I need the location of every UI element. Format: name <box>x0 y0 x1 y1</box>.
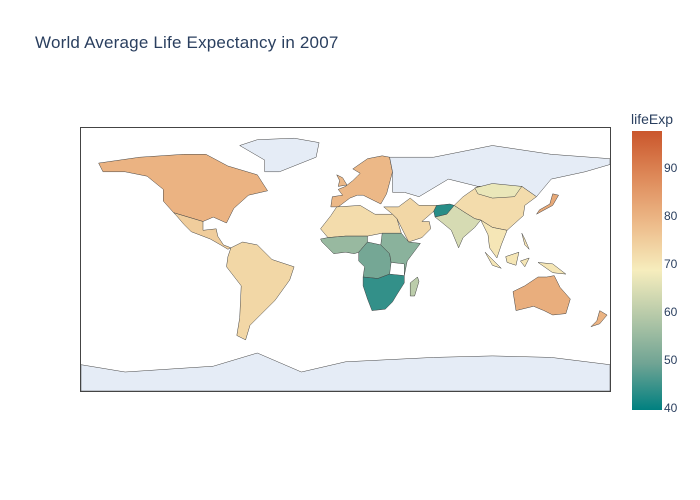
colorbar-tick-label: 60 <box>664 305 678 320</box>
region-greenland[interactable] <box>239 137 320 173</box>
chart-title: World Average Life Expectancy in 2007 <box>35 33 339 52</box>
region-madagascar[interactable] <box>409 276 420 297</box>
region-north-america[interactable] <box>98 154 269 224</box>
colorbar-tick-label: 50 <box>664 353 678 368</box>
map-svg[interactable] <box>81 128 610 391</box>
region-middle-east[interactable] <box>383 197 438 243</box>
region-japan[interactable] <box>536 193 559 215</box>
region-europe[interactable] <box>330 155 393 208</box>
region-indonesia-island[interactable] <box>484 252 502 269</box>
region-east-africa[interactable] <box>380 232 421 276</box>
region-south-america[interactable] <box>226 241 295 341</box>
colorbar-title: lifeExp <box>631 111 674 127</box>
region-china[interactable] <box>453 186 537 231</box>
world-map[interactable] <box>80 127 611 392</box>
colorbar-tick-label: 70 <box>664 257 678 272</box>
region-uk-island[interactable] <box>336 174 348 187</box>
colorbar <box>632 131 662 410</box>
region-australia[interactable] <box>512 275 571 316</box>
region-antarctica[interactable] <box>81 352 610 391</box>
region-new-zealand[interactable] <box>590 310 608 327</box>
region-southeast-asia[interactable] <box>480 219 508 259</box>
region-southern-africa[interactable] <box>362 273 405 311</box>
colorbar-fill <box>632 131 662 410</box>
region-indonesia-island[interactable] <box>519 257 530 268</box>
region-indonesia-island[interactable] <box>505 251 520 266</box>
colorbar-tick-label: 90 <box>664 161 678 176</box>
colorbar-gradient <box>632 131 662 410</box>
colorbar-tick-label: 80 <box>664 209 678 224</box>
region-indonesia-island[interactable] <box>537 262 567 275</box>
region-mexico-central-america[interactable] <box>172 212 232 250</box>
colorbar-tick-label: 40 <box>664 401 678 416</box>
region-mongolia[interactable] <box>474 183 523 199</box>
region-south-asia[interactable] <box>434 205 482 249</box>
region-west-africa[interactable] <box>320 235 368 254</box>
region-philippines-island[interactable] <box>521 233 530 250</box>
